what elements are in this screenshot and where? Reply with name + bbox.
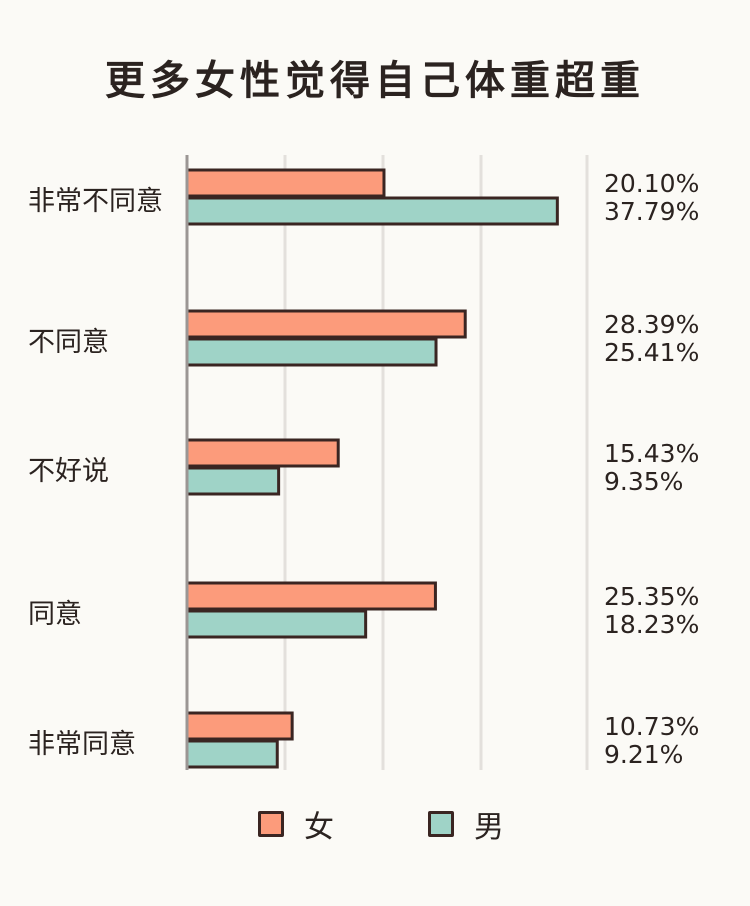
legend: 女 男 [0,804,750,845]
bar-female [185,581,437,611]
data-label: 28.39% [604,310,699,339]
category-label: 同意 [28,599,82,630]
data-label: 9.21% [604,740,683,769]
bar-male [185,337,438,367]
data-label: 9.35% [604,467,683,496]
bar-male [185,466,281,496]
bar-male [185,609,368,639]
legend-swatch-male [428,811,454,837]
legend-swatch-female [258,811,284,837]
legend-label-male: 男 [474,810,504,845]
bar-female [185,438,340,468]
bar-male [185,196,559,226]
chart-title: 更多女性觉得自己体重超重 [105,58,645,104]
bar-male [185,739,279,769]
category-label: 不好说 [28,456,109,487]
category-label: 非常不同意 [28,186,163,217]
bar-female [185,711,294,741]
data-label: 18.23% [604,610,699,639]
data-label: 25.41% [604,338,699,367]
data-label: 20.10% [604,169,699,198]
data-label: 25.35% [604,582,699,611]
legend-item-male: 男 [428,804,504,845]
bar-female [185,168,386,198]
data-label: 10.73% [604,712,699,741]
bar-female [185,309,467,339]
legend-item-female: 女 [258,804,334,845]
data-label: 15.43% [604,439,699,468]
legend-label-female: 女 [304,810,334,845]
category-label: 非常同意 [28,729,136,760]
data-label: 37.79% [604,197,699,226]
category-label: 不同意 [28,327,109,358]
